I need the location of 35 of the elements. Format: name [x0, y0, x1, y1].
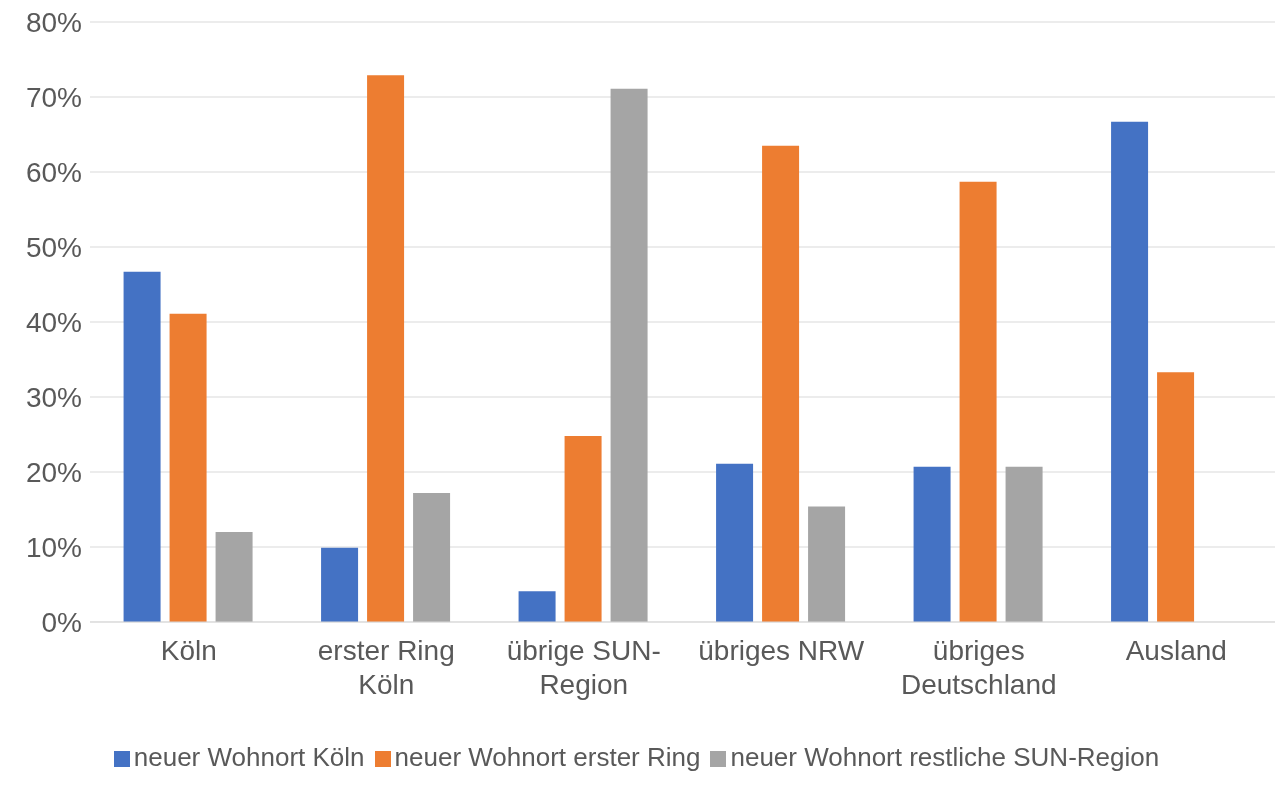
y-tick-label: 60%	[25, 156, 82, 188]
y-tick-label: 10%	[25, 531, 82, 563]
x-tick-label: Ausland	[1125, 635, 1227, 666]
y-tick-label: 50%	[25, 231, 82, 263]
x-tick-label: Köln	[160, 635, 217, 666]
y-tick-label: 0%	[41, 606, 82, 638]
bar	[716, 463, 754, 622]
x-tick-label: übriges Deutschland	[900, 635, 1057, 700]
bar	[913, 466, 951, 622]
bar	[610, 88, 648, 622]
bar	[808, 506, 846, 622]
bar	[1111, 121, 1149, 622]
y-tick-label: 80%	[25, 6, 82, 38]
bar	[1005, 466, 1043, 622]
y-tick-label: 40%	[25, 306, 82, 338]
legend-label: neuer Wohnort restliche SUN-Region	[730, 742, 1160, 772]
y-tick-label: 20%	[25, 456, 82, 488]
bar	[413, 493, 451, 622]
bar	[959, 181, 997, 622]
bar	[169, 313, 207, 622]
legend-label: neuer Wohnort Köln	[133, 742, 365, 772]
bar	[518, 591, 556, 622]
y-tick-label: 30%	[25, 381, 82, 413]
y-tick-label: 70%	[25, 81, 82, 113]
x-tick-label: erster Ring Köln	[317, 635, 455, 700]
legend-label: neuer Wohnort erster Ring	[394, 742, 701, 772]
x-tick-label: übriges NRW	[698, 635, 865, 666]
bar	[564, 436, 602, 622]
bar	[321, 547, 359, 622]
bar	[1157, 372, 1195, 622]
bar	[215, 532, 253, 622]
bar	[762, 145, 800, 622]
x-tick-label: übrige SUN-Region	[506, 635, 661, 700]
bar	[123, 271, 161, 622]
bar	[367, 75, 405, 622]
